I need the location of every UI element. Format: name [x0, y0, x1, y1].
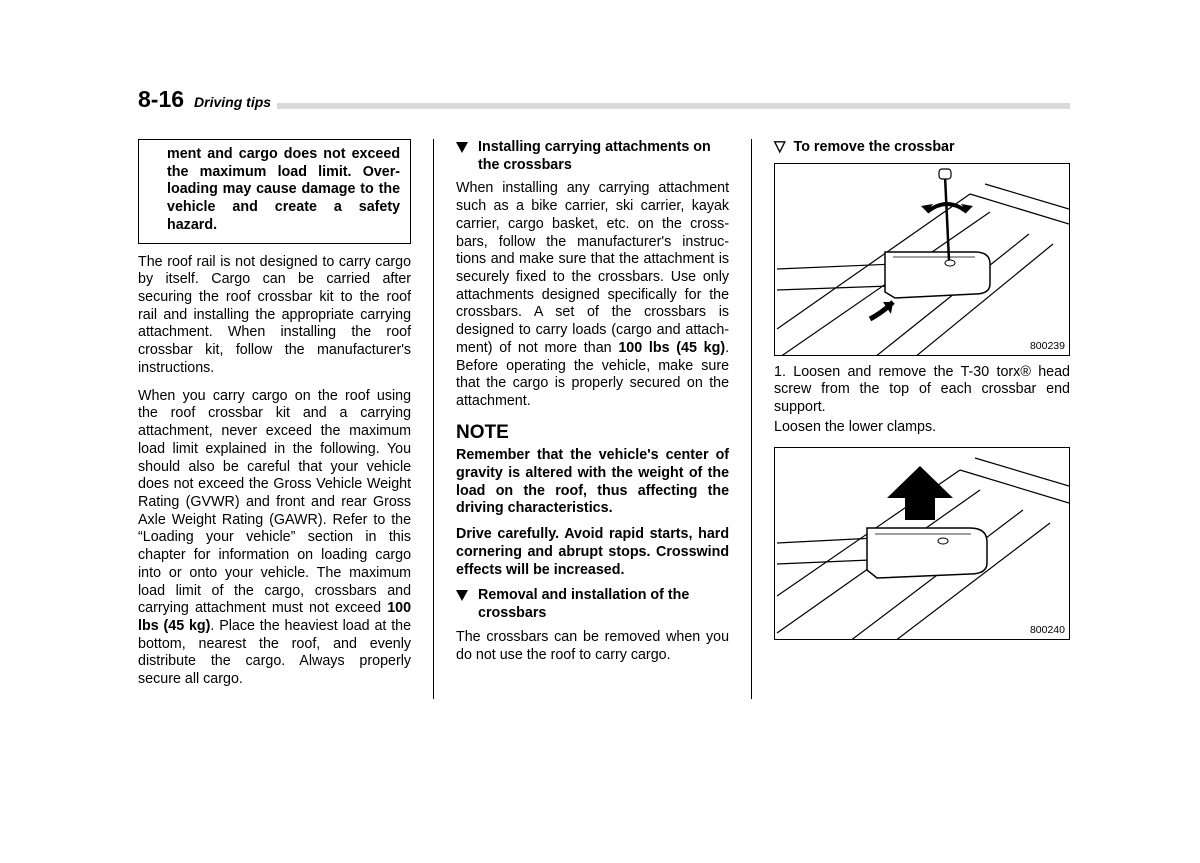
subheading-text: Removal and installation of the crossbar…	[478, 587, 729, 622]
note-body: Remember that the vehicle's center of gr…	[456, 447, 729, 518]
text: When you carry cargo on the roof using t…	[138, 388, 411, 617]
figure-2: 800240	[774, 447, 1070, 640]
figure-id: 800240	[1030, 624, 1065, 637]
warning-box: ment and cargo does not exceed the maxim…	[138, 139, 411, 244]
triangle-solid-icon	[456, 590, 468, 601]
crossbar-lift-illustration	[775, 448, 1070, 640]
content-columns: ment and cargo does not exceed the maxim…	[138, 139, 1070, 699]
warning-text: ment and cargo does not exceed the maxim…	[149, 146, 400, 235]
column-3: ▽ To remove the crossbar	[774, 139, 1070, 699]
column-divider	[751, 139, 752, 699]
page-header: 8-16 Driving tips	[138, 88, 1070, 111]
triangle-outline-icon: ▽	[774, 139, 786, 154]
note-body: Drive carefully. Avoid rapid starts, har…	[456, 526, 729, 579]
triangle-solid-icon	[456, 142, 468, 153]
step-text: Loosen the lower clamps.	[774, 419, 1070, 437]
section-title: Driving tips	[194, 94, 271, 111]
column-1: ment and cargo does not exceed the maxim…	[138, 139, 411, 699]
paragraph: The crossbars can be removed when you do…	[456, 629, 729, 664]
figure-id: 800239	[1030, 340, 1065, 353]
subheading: Installing carrying attachments on the c…	[456, 139, 729, 174]
page-number: 8-16	[138, 88, 184, 111]
paragraph: When installing any carrying attachment …	[456, 180, 729, 410]
text: When installing any carrying attachment …	[456, 180, 729, 355]
crossbar-remove-screw-illustration	[775, 164, 1070, 356]
column-divider	[433, 139, 434, 699]
paragraph: When you carry cargo on the roof using t…	[138, 388, 411, 689]
note-title: NOTE	[456, 421, 729, 445]
subheading: Removal and installation of the crossbar…	[456, 587, 729, 622]
step-text: 1. Loosen and remove the T-30 torx® head…	[774, 364, 1070, 417]
subheading-text: To remove the crossbar	[794, 139, 955, 157]
figure-1: 800239	[774, 163, 1070, 356]
subheading-text: Installing carrying attachments on the c…	[478, 139, 729, 174]
header-rule	[277, 103, 1070, 109]
subheading: ▽ To remove the crossbar	[774, 139, 1070, 157]
manual-page: 8-16 Driving tips ment and cargo does no…	[138, 88, 1070, 699]
paragraph: The roof rail is not designed to carry c…	[138, 254, 411, 378]
column-2: Installing carrying attachments on the c…	[456, 139, 729, 699]
bold-text: 100 lbs (45 kg)	[618, 340, 725, 356]
